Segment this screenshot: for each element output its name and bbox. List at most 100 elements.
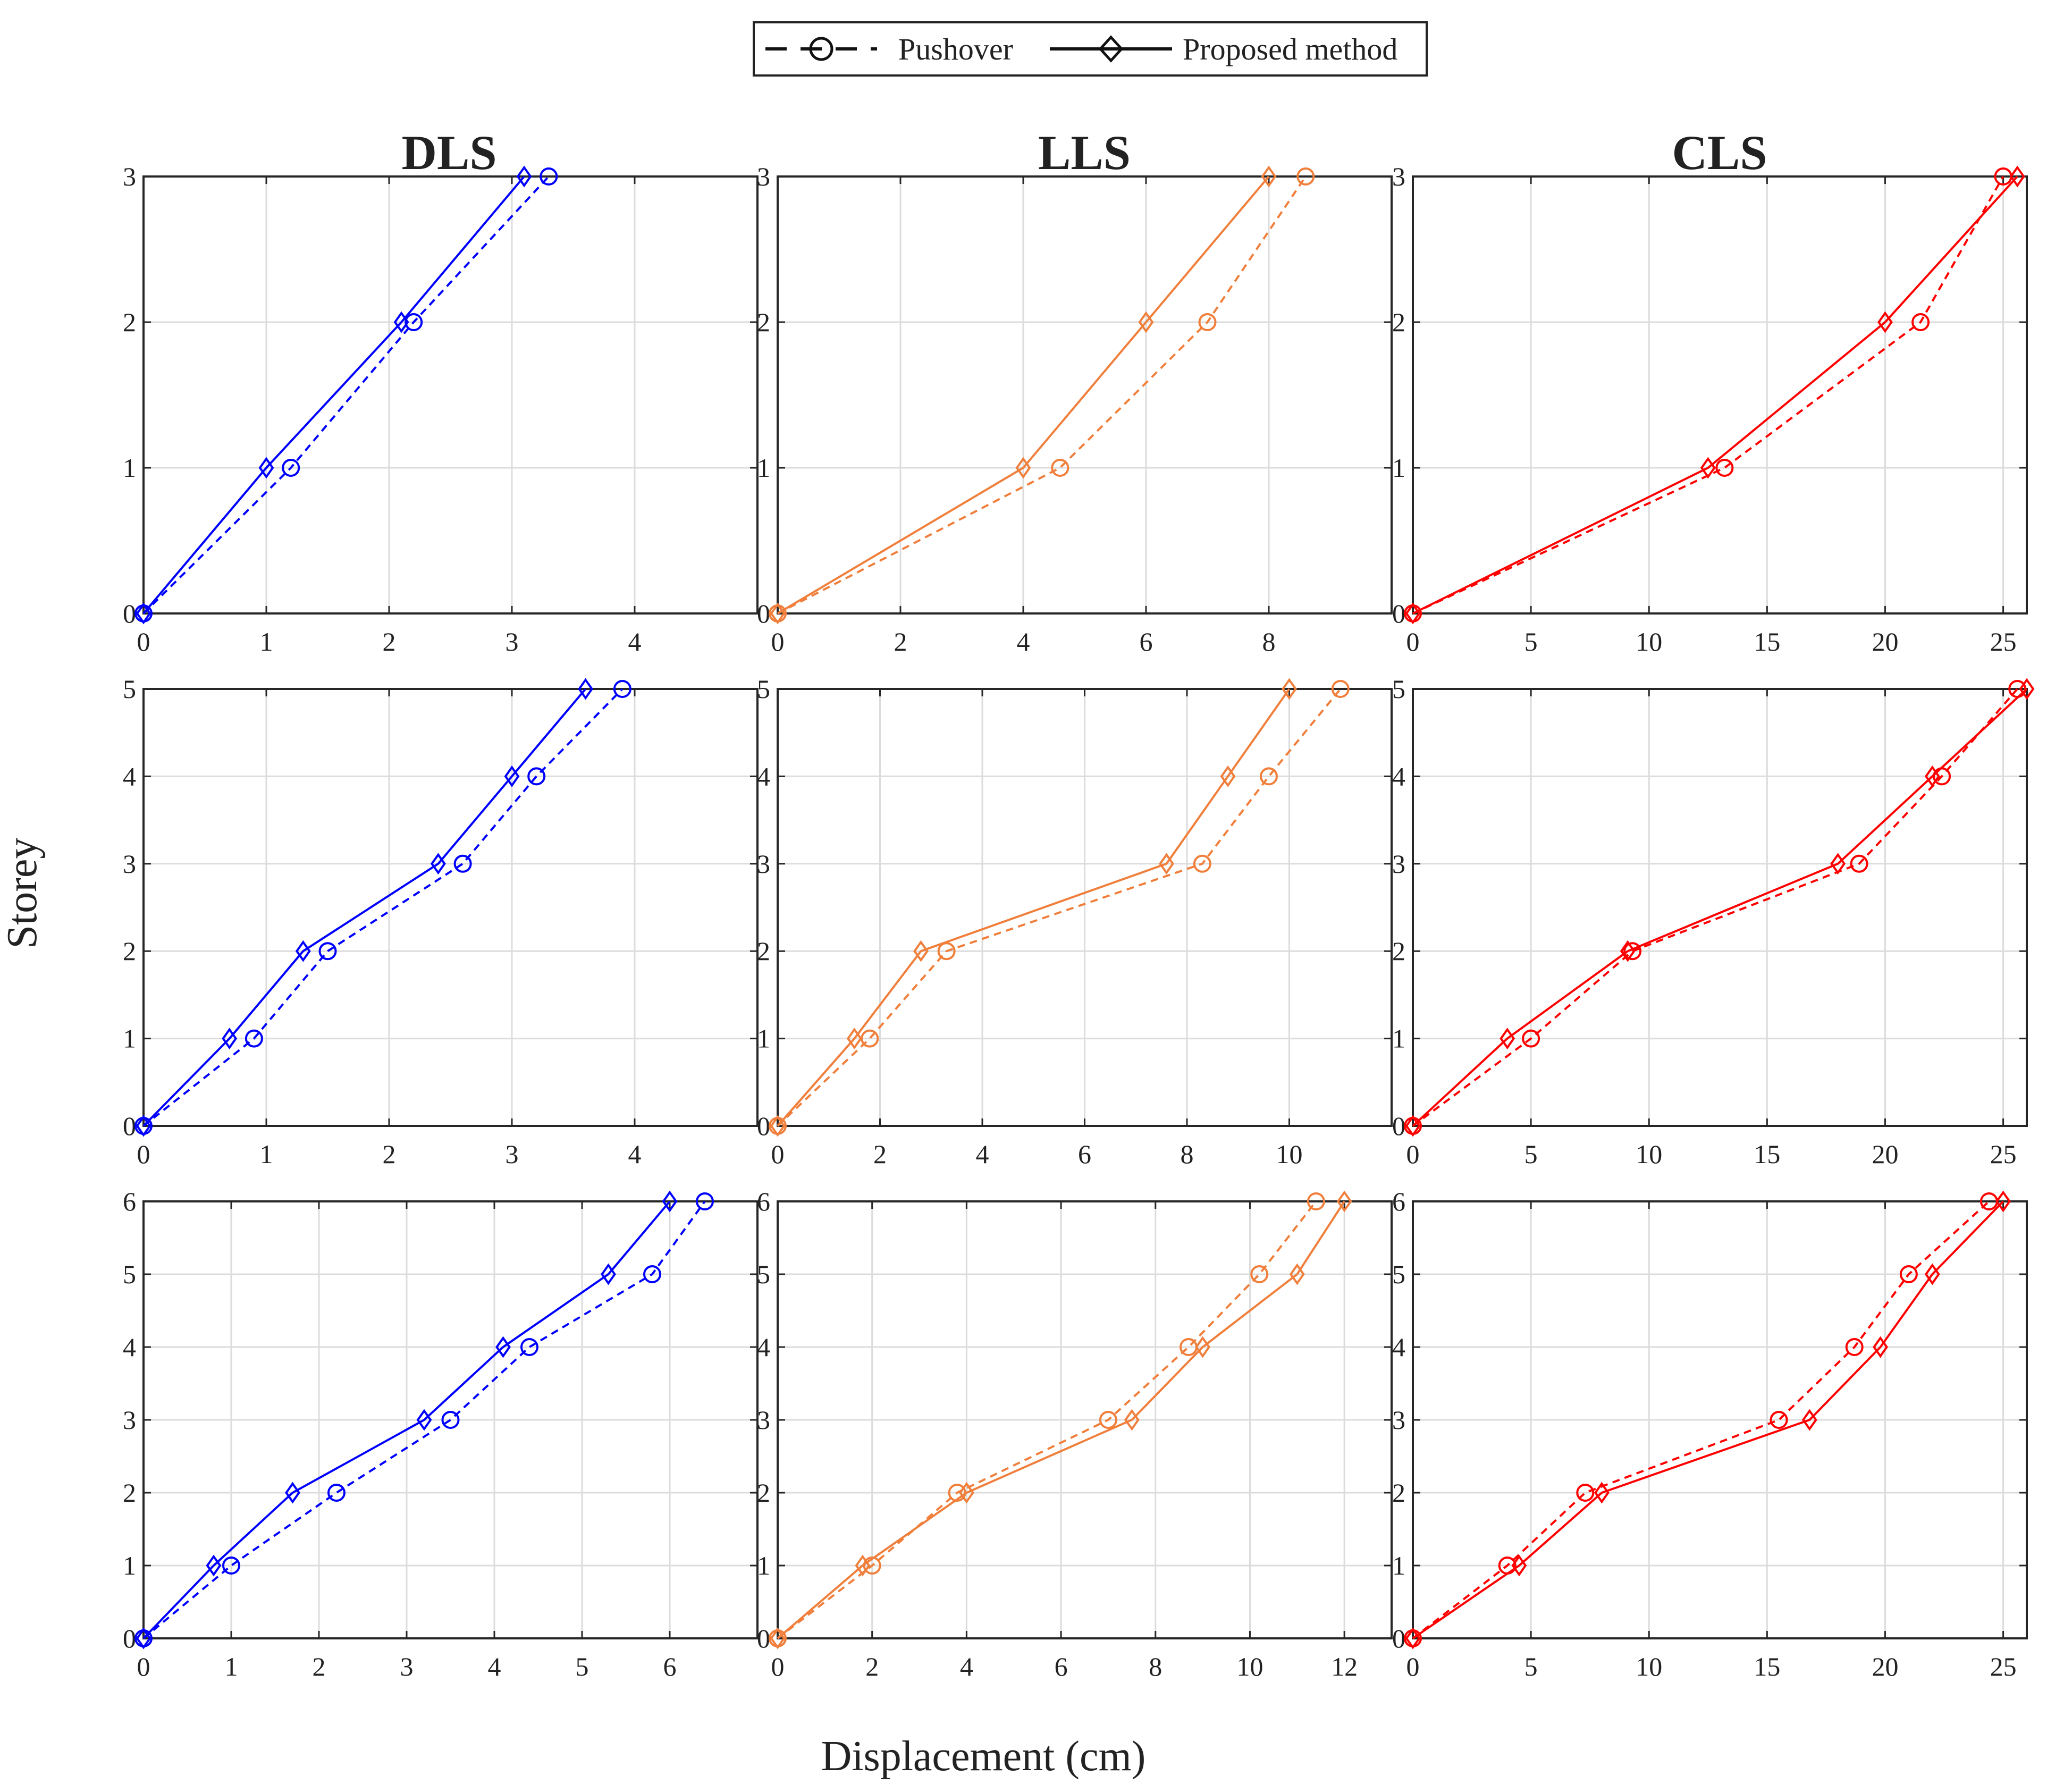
x-tick-label: 1 bbox=[260, 1139, 273, 1169]
pushover-point bbox=[222, 1557, 240, 1575]
pushover-point bbox=[1198, 313, 1217, 331]
proposed-method-point bbox=[770, 602, 786, 625]
proposed-method-series-line bbox=[1412, 688, 2028, 1127]
pushover-point bbox=[1296, 167, 1315, 186]
pushover-point bbox=[405, 313, 423, 331]
x-tick-label: 0 bbox=[137, 1139, 150, 1169]
y-tick-label: 1 bbox=[757, 1024, 770, 1054]
y-tick-label: 1 bbox=[1392, 1024, 1405, 1054]
proposed-method-point bbox=[1924, 765, 1940, 787]
pushover-point bbox=[441, 1411, 460, 1429]
x-tick-label: 4 bbox=[1017, 627, 1030, 657]
proposed-method-point bbox=[1700, 457, 1716, 479]
legend: Pushover Proposed method bbox=[753, 21, 1428, 77]
proposed-method-point bbox=[295, 940, 311, 962]
x-tick-label: 10 bbox=[1636, 627, 1662, 657]
y-tick-label: 1 bbox=[1392, 1551, 1405, 1580]
x-tick-label: 25 bbox=[1990, 1139, 2017, 1169]
x-tick-label: 8 bbox=[1181, 1139, 1194, 1169]
proposed-method-point bbox=[1924, 1263, 1940, 1285]
proposed-method-point bbox=[1289, 1263, 1305, 1285]
x-tick-label: 2 bbox=[873, 1139, 887, 1169]
pushover-point bbox=[1099, 1411, 1117, 1429]
x-tick-label: 0 bbox=[771, 1652, 785, 1681]
proposed-method-series-line bbox=[777, 1200, 1345, 1639]
legend-pushover-label: Pushover bbox=[898, 32, 1013, 66]
x-tick-label: 20 bbox=[1872, 627, 1898, 657]
y-tick-label: 5 bbox=[1392, 1259, 1405, 1289]
plot-area bbox=[1413, 689, 2027, 1126]
proposed-method-point bbox=[1405, 1115, 1421, 1137]
x-tick-label: 15 bbox=[1754, 627, 1780, 657]
y-tick-label: 0 bbox=[123, 1111, 136, 1141]
pushover-point bbox=[937, 942, 956, 961]
y-tick-label: 0 bbox=[123, 1623, 136, 1653]
proposed-method-point bbox=[495, 1336, 511, 1358]
legend-proposed-marker bbox=[1098, 35, 1124, 63]
x-tick-label: 0 bbox=[771, 1139, 785, 1169]
x-tick-label: 15 bbox=[1754, 1139, 1780, 1169]
x-tick-label: 6 bbox=[1140, 627, 1153, 657]
y-tick-label: 5 bbox=[123, 1259, 136, 1289]
pushover-series-line bbox=[1412, 688, 2018, 1127]
x-tick-label: 0 bbox=[137, 627, 150, 657]
y-tick-label: 5 bbox=[123, 674, 136, 704]
proposed-method-point bbox=[2009, 165, 2025, 188]
y-tick-label: 6 bbox=[123, 1187, 136, 1216]
axes-box bbox=[1412, 688, 2028, 1127]
pushover-point bbox=[1307, 1192, 1325, 1210]
y-tick-label: 2 bbox=[757, 936, 770, 966]
x-tick-label: 2 bbox=[383, 1139, 396, 1169]
panel-top-cls: 0 5 10 15 20 25 0 1 2 3 bbox=[1392, 162, 2028, 657]
pushover-point bbox=[1576, 1484, 1595, 1502]
y-tick-label: 1 bbox=[123, 453, 136, 483]
plot-area bbox=[144, 176, 757, 613]
proposed-method-point bbox=[1500, 1028, 1515, 1050]
y-tick-label: 2 bbox=[123, 1478, 136, 1508]
x-tick-label: 10 bbox=[1636, 1139, 1662, 1169]
pushover-point bbox=[1899, 1265, 1918, 1283]
x-tick-label: 0 bbox=[1406, 1652, 1420, 1681]
x-tick-label: 4 bbox=[976, 1139, 989, 1169]
y-tick-label: 1 bbox=[757, 453, 770, 483]
x-tick-label: 15 bbox=[1754, 1652, 1780, 1681]
y-tick-label: 4 bbox=[123, 761, 136, 791]
pushover-series-line bbox=[142, 1200, 706, 1639]
y-tick-label: 6 bbox=[1392, 1187, 1405, 1216]
x-axis-label: Displacement (cm) bbox=[821, 1733, 1146, 1780]
y-tick-label: 3 bbox=[757, 1405, 770, 1435]
y-tick-label: 2 bbox=[1392, 1478, 1405, 1508]
y-tick-label: 0 bbox=[123, 599, 136, 628]
proposed-method-point bbox=[222, 1028, 238, 1050]
pushover-series-line bbox=[142, 175, 550, 615]
axes-box bbox=[1412, 175, 2028, 615]
plot-area bbox=[1413, 176, 2027, 613]
pushover-series-line bbox=[777, 1200, 1317, 1639]
proposed-method-point bbox=[1620, 940, 1636, 962]
proposed-method-point bbox=[855, 1554, 871, 1577]
pushover-point bbox=[520, 1338, 538, 1356]
proposed-method-point bbox=[1220, 765, 1236, 787]
x-tick-label: 0 bbox=[1406, 1139, 1420, 1169]
pushover-point bbox=[1331, 680, 1350, 698]
pushover-point bbox=[245, 1029, 263, 1048]
x-tick-label: 6 bbox=[663, 1652, 677, 1681]
proposed-method-series-line bbox=[142, 688, 587, 1127]
y-tick-label: 0 bbox=[1392, 1623, 1405, 1653]
x-tick-label: 2 bbox=[865, 1652, 879, 1681]
proposed-method-point bbox=[578, 678, 594, 700]
x-tick-label: 4 bbox=[628, 1139, 642, 1169]
proposed-method-point bbox=[136, 1627, 151, 1650]
proposed-method-point bbox=[1830, 853, 1846, 875]
plot-area bbox=[144, 689, 757, 1126]
y-tick-label: 3 bbox=[1392, 849, 1405, 879]
x-tick-label: 1 bbox=[225, 1652, 238, 1681]
x-tick-label: 0 bbox=[771, 627, 785, 657]
y-tick-label: 4 bbox=[1392, 1332, 1405, 1362]
proposed-method-point bbox=[416, 1409, 432, 1431]
x-tick-label: 0 bbox=[137, 1652, 150, 1681]
y-tick-label: 2 bbox=[123, 936, 136, 966]
x-tick-label: 8 bbox=[1262, 627, 1276, 657]
x-tick-label: 25 bbox=[1990, 1652, 2017, 1681]
proposed-method-point bbox=[516, 165, 532, 188]
